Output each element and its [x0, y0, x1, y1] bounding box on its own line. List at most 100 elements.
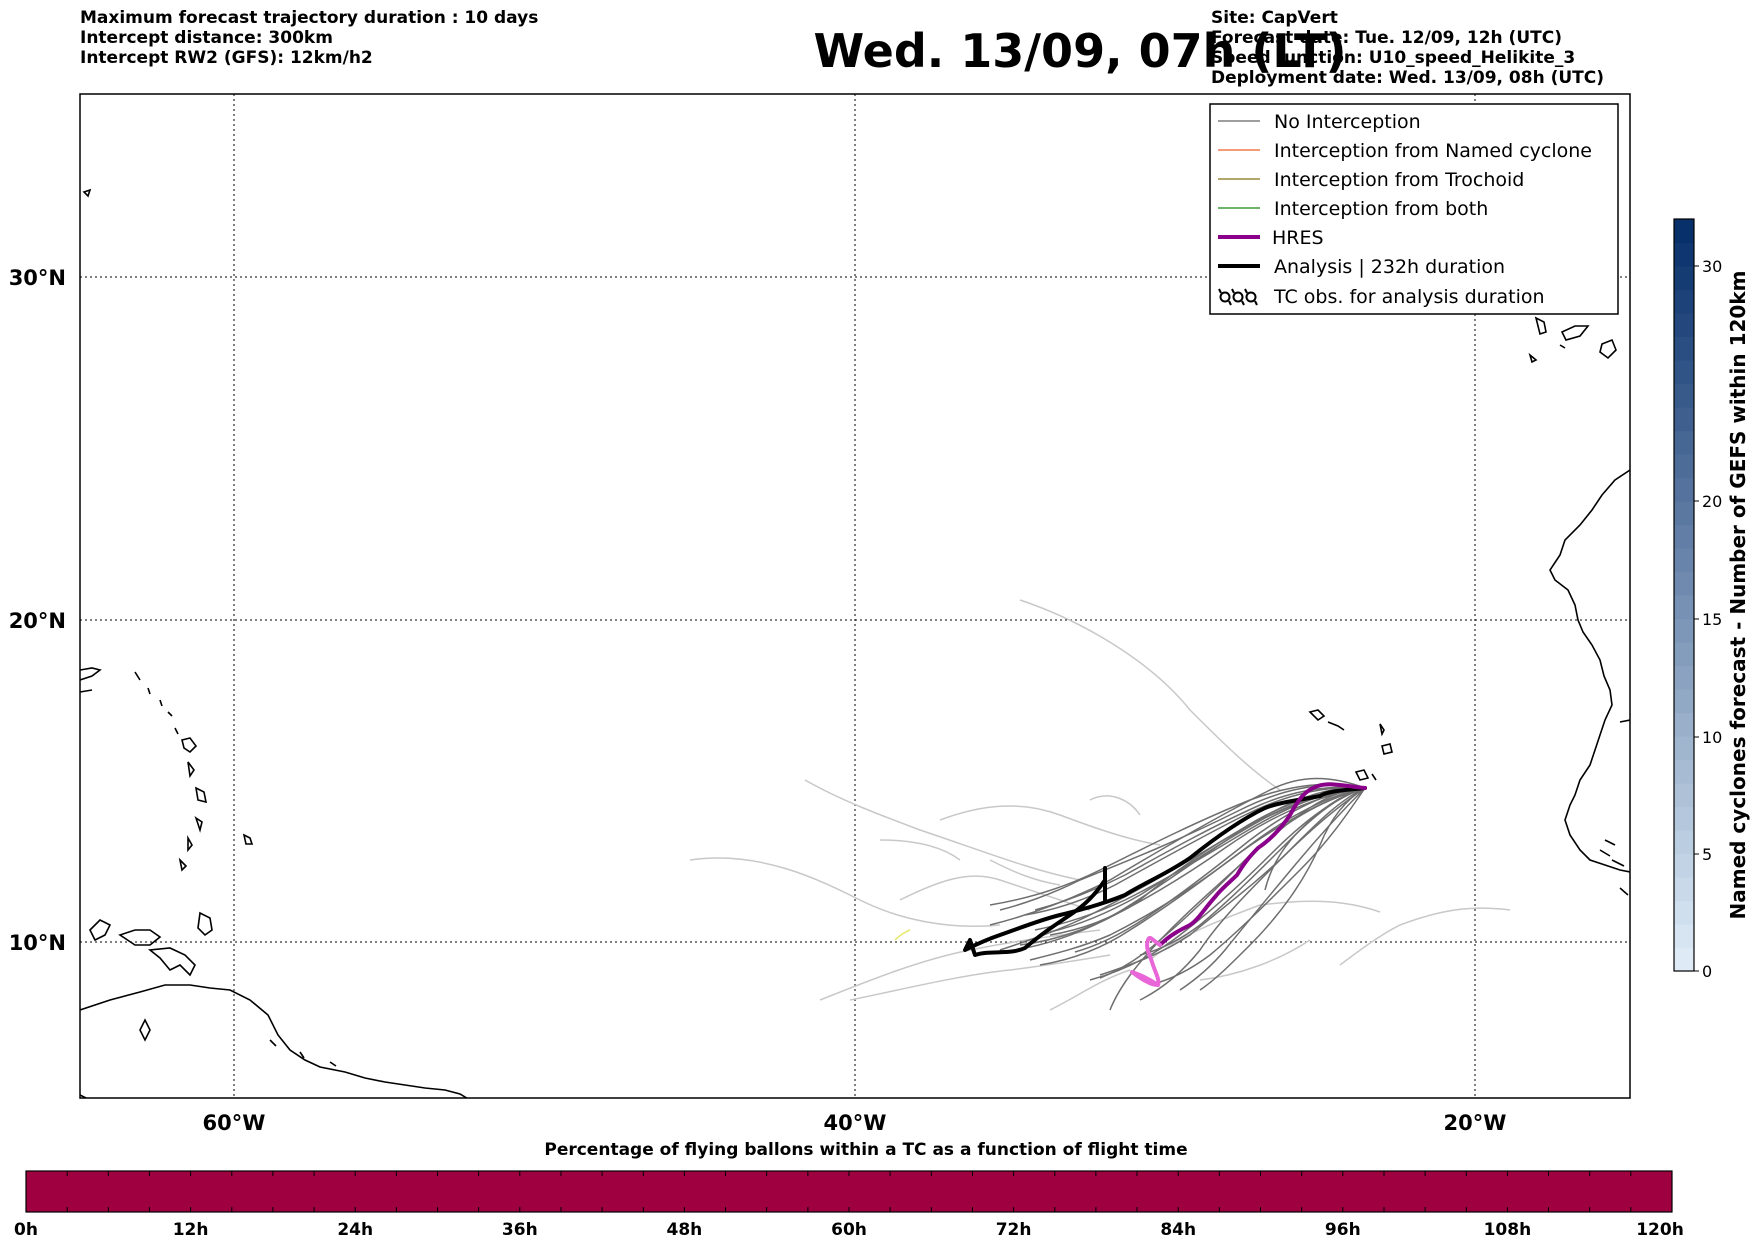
island-maio	[1371, 773, 1377, 781]
coast-fragment	[1619, 887, 1629, 896]
colorbar-bottom-minor-ticks	[66, 1171, 1632, 1212]
legend-item-named-cyclone: Interception from Named cyclone	[1218, 140, 1592, 162]
coast-fragment	[1619, 719, 1630, 723]
header-left-info: Maximum forecast trajectory duration : 1…	[80, 8, 538, 68]
coast-bissau-fragments	[1599, 839, 1625, 867]
trajectory-gefs	[1034, 787, 1366, 931]
colorbar-right-segment	[1674, 947, 1694, 972]
longitude-labels: 60°W 40°W 20°W	[203, 1111, 1507, 1135]
island-fragment	[1559, 344, 1566, 349]
island-santo-antao	[1308, 709, 1326, 722]
legend-item-hres: HRES	[1218, 227, 1324, 249]
analysis-trajectory	[963, 786, 1367, 957]
ensemble-trajectories-light	[689, 599, 1511, 1011]
colorbar-right-segment	[1674, 454, 1694, 479]
colorbar-right-segment	[1674, 759, 1694, 784]
colorbar-right-segment	[1674, 289, 1694, 314]
header-right-line: Speed function: U10_speed_Helikite_3	[1211, 48, 1576, 68]
colorbar-right-segment	[1674, 689, 1694, 714]
cbar-right-tick: 15	[1702, 610, 1722, 629]
island-trinidad	[197, 911, 213, 937]
page-title: Wed. 13/09, 07h (LT)	[813, 24, 1347, 78]
coast-paria	[147, 947, 196, 977]
lon-label-40w: 40°W	[824, 1111, 887, 1135]
legend-label: TC obs. for analysis duration	[1273, 286, 1545, 308]
trajectory-light	[819, 929, 1101, 1001]
colorbar-right-segment	[1674, 383, 1694, 408]
island-bermuda	[82, 188, 92, 198]
header-right-info: Site: CapVert Forecast date: Tue. 12/09,…	[1211, 8, 1604, 88]
colorbar-bottom-frame	[25, 1170, 1673, 1213]
coast-guyana-fragment	[139, 1018, 151, 1042]
colorbar-right-segment	[1674, 407, 1694, 432]
colorbar-right: 0 5 10 15 20 30 Named cyclones forecast …	[1673, 218, 1750, 981]
colorbar-right-segment	[1674, 806, 1694, 831]
hres-trajectory-tail	[1130, 935, 1162, 987]
legend-label: HRES	[1272, 227, 1324, 249]
cbar-bottom-tick: 48h	[667, 1220, 703, 1240]
legend-item-trochoid: Interception from Trochoid	[1218, 169, 1524, 191]
trajectory-light	[1089, 795, 1141, 816]
legend-item-both: Interception from both	[1218, 198, 1488, 220]
colorbar-right-segment	[1674, 524, 1694, 549]
tc-symbol-icon	[1218, 288, 1258, 306]
colorbar-bottom-title: Percentage of flying ballons within a TC…	[544, 1140, 1187, 1160]
colorbar-right-segment	[1674, 548, 1694, 573]
legend-label: Interception from Trochoid	[1274, 169, 1524, 191]
colorbar-right-segment	[1674, 877, 1694, 902]
colorbar-right-segment	[1674, 595, 1694, 620]
trajectory-gefs	[1179, 787, 1366, 991]
trajectory-light	[989, 859, 1061, 886]
legend-label: Analysis | 232h duration	[1274, 256, 1505, 278]
legend-item-analysis: Analysis | 232h duration	[1218, 256, 1505, 278]
lat-label-10n: 10°N	[9, 931, 66, 955]
colorbar-bottom-bar	[26, 1171, 1672, 1212]
trajectory-gefs	[1074, 787, 1366, 953]
cbar-bottom-tick: 108h	[1484, 1220, 1532, 1240]
trajectory-gefs	[1264, 787, 1366, 891]
cbar-right-tick: 10	[1702, 728, 1722, 747]
colorbar-right-segment	[1674, 219, 1694, 244]
header-left-line: Intercept RW2 (GFS): 12km/h2	[80, 48, 373, 68]
island-martinique	[194, 786, 208, 804]
island-puerto-rico	[80, 667, 102, 681]
island-tenerife	[1560, 325, 1590, 341]
cbar-bottom-tick: 24h	[337, 1220, 373, 1240]
colorbar-right-segment	[1674, 924, 1694, 949]
trajectory-light	[1199, 939, 1311, 981]
colorbar-right-segment	[1674, 642, 1694, 667]
header-left-line: Intercept distance: 300km	[80, 28, 333, 48]
trajectory-light	[939, 805, 1161, 846]
colorbar-bottom: Percentage of flying ballons within a TC…	[14, 1140, 1684, 1240]
legend-item-tc-obs: TC obs. for analysis duration	[1218, 286, 1545, 308]
colorbar-right-label: Named cyclones forecast - Number of GEFS…	[1726, 271, 1750, 920]
colorbar-right-segment	[1674, 853, 1694, 878]
island-fragment	[80, 689, 93, 693]
colorbar-right-segment	[1674, 477, 1694, 502]
trajectory-gefs	[1099, 787, 1366, 976]
hres-trajectory	[1158, 782, 1367, 947]
legend-label: No Interception	[1274, 111, 1421, 133]
lat-label-30n: 30°N	[9, 266, 66, 290]
colorbar-right-segment	[1674, 571, 1694, 596]
trajectory-light	[1339, 907, 1511, 966]
trajectory-light	[804, 779, 1081, 881]
colorbar-right-segment	[1674, 665, 1694, 690]
island-grenada	[178, 857, 188, 872]
cbar-bottom-tick: 60h	[831, 1220, 867, 1240]
lesser-antilles-north	[134, 671, 179, 735]
lat-label-20n: 20°N	[9, 609, 66, 633]
cbar-bottom-tick: 120h	[1636, 1220, 1684, 1240]
cbar-bottom-tick: 12h	[173, 1220, 209, 1240]
coastline-west-africa	[1549, 469, 1630, 873]
cbar-right-tick: 20	[1702, 492, 1722, 511]
trajectory-gefs	[1099, 787, 1366, 979]
cbar-bottom-tick: 84h	[1160, 1220, 1196, 1240]
colorbar-right-segment	[1674, 736, 1694, 761]
island-hierro	[1528, 352, 1538, 364]
island-dominica	[187, 761, 195, 779]
island-boa-vista	[1381, 743, 1393, 755]
island-santiago	[1354, 769, 1370, 781]
trajectory-gefs	[989, 783, 1366, 906]
